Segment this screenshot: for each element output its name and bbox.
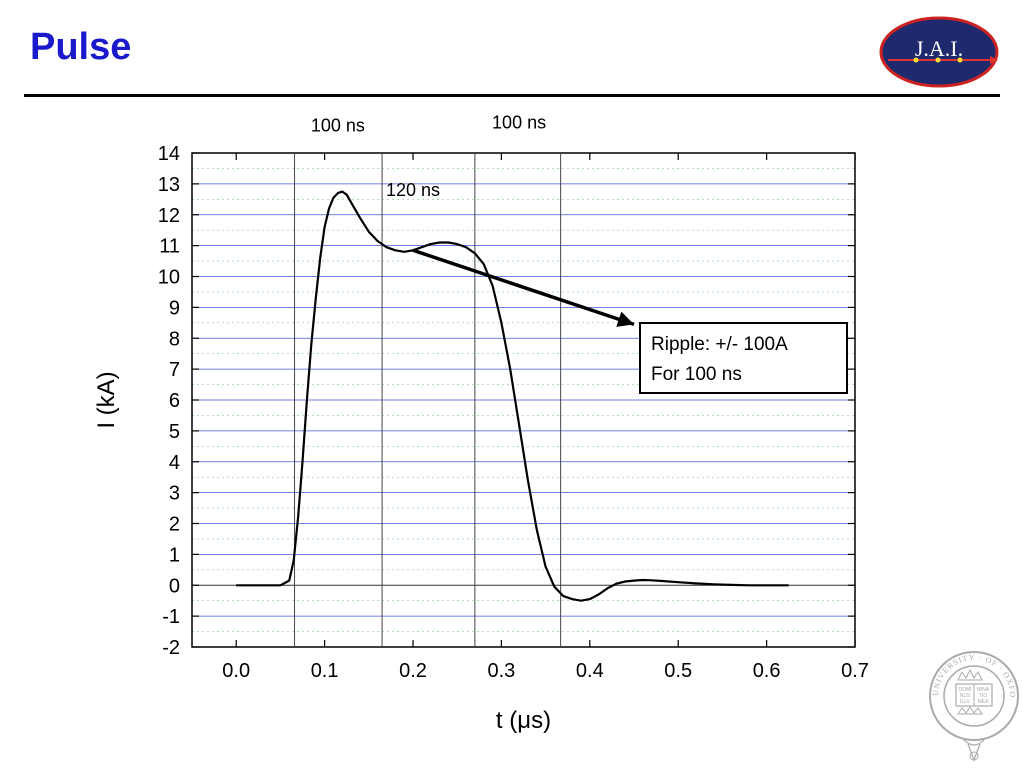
y-tick-label: 3: [169, 483, 180, 505]
pulse-curve: [236, 190, 789, 602]
y-tick-label: 14: [158, 143, 180, 165]
x-tick-label: 0.6: [753, 660, 781, 682]
y-tick-label: -1: [162, 606, 180, 628]
x-tick-label: 0.0: [222, 660, 250, 682]
seal-book-word: ILLV: [960, 699, 971, 705]
seal-book-word: DOMI: [958, 687, 971, 693]
y-tick-label: 5: [169, 421, 180, 443]
x-tick-label: 0.4: [576, 660, 604, 682]
seal-book-word: NUS: [960, 693, 971, 699]
y-tick-label: 9: [169, 297, 180, 319]
ripple-arrow: [412, 248, 635, 327]
duration-annotation: 100 ns: [311, 115, 365, 135]
y-tick-label: 10: [158, 267, 180, 289]
x-tick-label: 0.7: [841, 660, 869, 682]
ripple-box-line: Ripple: +/- 100A: [651, 334, 788, 355]
duration-annotation: 100 ns: [492, 112, 546, 132]
y-tick-label: 8: [169, 328, 180, 350]
y-tick-label: 4: [169, 452, 180, 474]
x-tick-label: 0.3: [487, 660, 515, 682]
y-tick-label: 2: [169, 514, 180, 536]
y-tick-label: 11: [159, 236, 180, 258]
y-axis-label: I (kA): [93, 371, 120, 428]
y-tick-label: 13: [158, 174, 180, 196]
oxford-university-seal-icon: UNIVERSITY · OF · OXFORD DOMI NUS ILLV M…: [924, 644, 1019, 762]
seal-book-word: MINA: [977, 687, 990, 693]
duration-annotation: 120 ns: [386, 180, 440, 200]
x-tick-label: 0.2: [399, 660, 427, 682]
y-tick-label: -2: [162, 637, 180, 659]
ripple-box: [639, 322, 848, 394]
title-divider: [24, 94, 1000, 97]
seal-book-word: TIO: [979, 693, 987, 699]
jai-logo-text: J.A.I.: [915, 36, 963, 61]
seal-book-word: MEA: [978, 699, 990, 705]
slide-title: Pulse: [30, 26, 132, 68]
ripple-arrow-head: [616, 311, 634, 327]
x-tick-label: 0.1: [311, 660, 339, 682]
y-tick-label: 0: [169, 575, 180, 597]
y-tick-label: 7: [169, 359, 180, 381]
y-tick-label: 12: [158, 205, 180, 227]
ripple-box-line: For 100 ns: [651, 364, 742, 385]
jai-logo-icon: J.A.I.: [879, 16, 999, 88]
x-axis-label: t (μs): [496, 707, 551, 734]
y-tick-label: 1: [169, 544, 180, 566]
y-tick-label: 6: [169, 390, 180, 412]
x-tick-label: 0.5: [664, 660, 692, 682]
